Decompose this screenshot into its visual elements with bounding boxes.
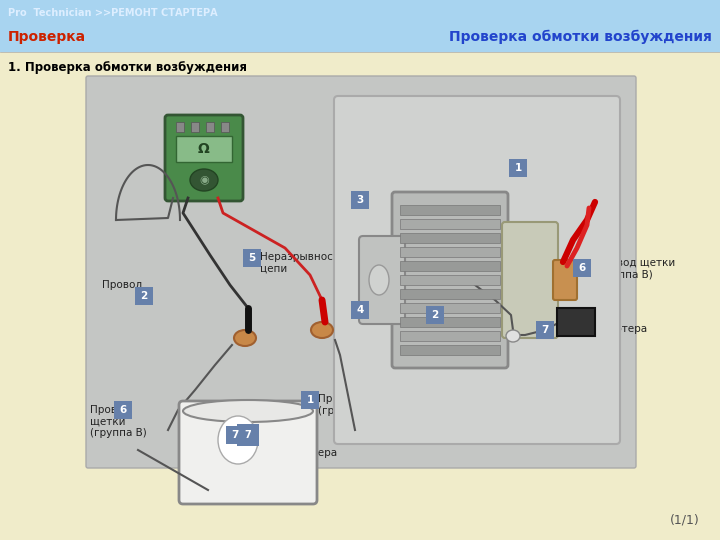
Text: Провод щетки
(группа В): Провод щетки (группа В) xyxy=(596,258,675,280)
Bar xyxy=(206,122,214,132)
Text: Якорь: Якорь xyxy=(374,194,407,204)
Text: 7: 7 xyxy=(541,325,549,335)
FancyBboxPatch shape xyxy=(573,259,591,277)
Bar xyxy=(400,303,500,313)
Ellipse shape xyxy=(234,330,256,346)
Text: Статор стартера: Статор стартера xyxy=(555,324,647,334)
FancyBboxPatch shape xyxy=(359,236,405,324)
Ellipse shape xyxy=(369,265,389,295)
Text: 5: 5 xyxy=(248,253,256,263)
FancyBboxPatch shape xyxy=(351,301,369,319)
Bar xyxy=(400,345,500,355)
Ellipse shape xyxy=(218,416,258,464)
FancyBboxPatch shape xyxy=(351,191,369,209)
Ellipse shape xyxy=(190,169,218,191)
Text: 1. Проверка обмотки возбуждения: 1. Проверка обмотки возбуждения xyxy=(8,60,247,73)
FancyBboxPatch shape xyxy=(536,321,554,339)
FancyBboxPatch shape xyxy=(502,222,558,338)
Ellipse shape xyxy=(506,330,520,342)
Text: 6: 6 xyxy=(578,263,585,273)
Bar xyxy=(221,122,229,132)
Bar xyxy=(400,261,500,271)
Bar xyxy=(400,247,500,257)
FancyBboxPatch shape xyxy=(426,306,444,324)
FancyBboxPatch shape xyxy=(509,159,527,177)
Bar xyxy=(400,289,500,299)
Ellipse shape xyxy=(311,322,333,338)
FancyBboxPatch shape xyxy=(135,287,153,305)
Bar xyxy=(400,275,500,285)
Text: Неразрывность
цепи: Неразрывность цепи xyxy=(260,252,345,274)
Bar xyxy=(400,233,500,243)
FancyBboxPatch shape xyxy=(237,424,259,446)
Text: Pro  Technician >>РЕМОНТ СТАРТЕРА: Pro Technician >>РЕМОНТ СТАРТЕРА xyxy=(8,8,217,18)
Text: 1: 1 xyxy=(307,395,314,405)
FancyBboxPatch shape xyxy=(86,76,636,468)
Bar xyxy=(0,0,720,52)
FancyBboxPatch shape xyxy=(243,249,261,267)
Text: Провод щетки
(группа А): Провод щетки (группа А) xyxy=(318,394,397,416)
Bar xyxy=(557,308,595,336)
Text: 2: 2 xyxy=(431,310,438,320)
FancyBboxPatch shape xyxy=(553,260,577,300)
Text: Провод щетки (группа А): Провод щетки (группа А) xyxy=(470,132,609,142)
Bar xyxy=(176,136,232,162)
Bar xyxy=(191,122,199,132)
Text: Провод: Провод xyxy=(102,280,143,290)
Text: Проверка: Проверка xyxy=(8,30,86,44)
Bar xyxy=(400,219,500,229)
Bar xyxy=(176,122,184,132)
FancyBboxPatch shape xyxy=(334,96,620,444)
Text: 4: 4 xyxy=(356,305,364,315)
Bar xyxy=(400,317,500,327)
FancyBboxPatch shape xyxy=(165,115,243,201)
Text: 7: 7 xyxy=(245,430,251,440)
Bar xyxy=(400,205,500,215)
Ellipse shape xyxy=(183,400,313,422)
FancyBboxPatch shape xyxy=(226,426,244,444)
Text: 1: 1 xyxy=(514,163,521,173)
Text: 6: 6 xyxy=(120,405,127,415)
Text: 3: 3 xyxy=(356,195,364,205)
Text: Ω: Ω xyxy=(198,142,210,156)
FancyBboxPatch shape xyxy=(179,401,317,504)
FancyBboxPatch shape xyxy=(301,391,319,409)
Text: Проверка обмотки возбуждения: Проверка обмотки возбуждения xyxy=(449,30,712,44)
Text: Провод
щетки
(группа В): Провод щетки (группа В) xyxy=(90,405,147,438)
Text: ◉: ◉ xyxy=(199,175,209,185)
Text: 2: 2 xyxy=(140,291,148,301)
Text: (1/1): (1/1) xyxy=(670,514,700,526)
Text: Обмотка
возбуждения: Обмотка возбуждения xyxy=(347,303,421,325)
FancyBboxPatch shape xyxy=(114,401,132,419)
FancyBboxPatch shape xyxy=(392,192,508,368)
Text: Статор стартера: Статор стартера xyxy=(245,448,337,458)
Text: Провод: Провод xyxy=(450,309,490,319)
Bar xyxy=(400,331,500,341)
Text: 7: 7 xyxy=(231,430,239,440)
